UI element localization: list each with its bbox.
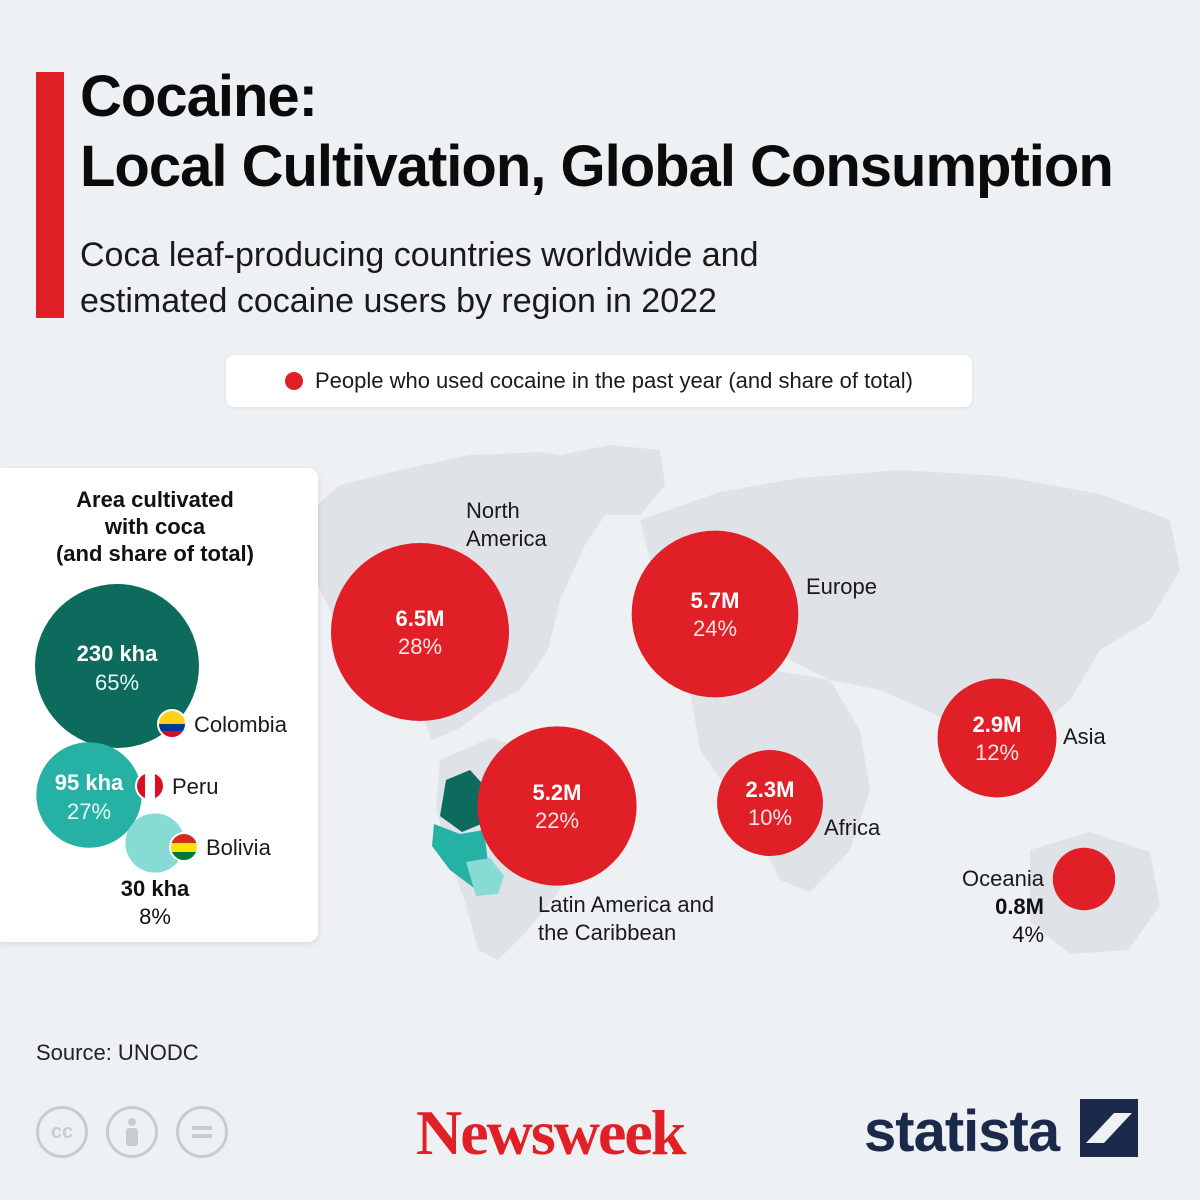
region-label-oceania: Oceania <box>962 866 1045 891</box>
statista-wordmark: statista <box>864 1099 1060 1164</box>
cc-icon: cc <box>36 1106 88 1158</box>
bubble-asia <box>937 678 1057 798</box>
coca-panel: Area cultivated with coca (and share of … <box>0 468 318 942</box>
title-line-2: Local Cultivation, Global Consumption <box>80 134 1114 199</box>
coca-share-peru: 27% <box>67 799 111 824</box>
title-line-1: Cocaine: <box>80 64 318 129</box>
region-label-latin-america-and-the-caribbean: Latin America and <box>538 892 714 917</box>
bubble-north-america <box>331 543 509 721</box>
coca-countries <box>432 770 504 896</box>
world-map: 6.5M 28% North America 5.7M 24% Europe 5.2M 22% L… <box>300 445 1180 960</box>
coca-bubble-peru <box>36 742 142 848</box>
coca-value-peru: 95 kha <box>55 770 124 795</box>
flag-peru-icon <box>135 771 165 801</box>
country-label-bolivia: Bolivia <box>206 835 272 860</box>
statista-mark-icon <box>1080 1099 1139 1157</box>
bubble-value-asia: 2.9M <box>973 712 1022 737</box>
bubble-value-north-america: 6.5M <box>396 606 445 631</box>
bubble-share-europe: 24% <box>693 616 737 641</box>
bubble-value-europe: 5.7M <box>691 588 740 613</box>
flag-bolivia-icon <box>169 832 199 862</box>
region-label-north-america: America <box>466 526 547 551</box>
accent-bar <box>36 72 64 318</box>
map-bolivia <box>466 858 504 896</box>
country-label-colombia: Colombia <box>194 712 288 737</box>
source-note: Source: UNODC <box>36 1040 199 1065</box>
legend-label: People who used cocaine in the past year… <box>314 368 914 393</box>
continent-greenland <box>560 445 665 515</box>
region-label-asia: Asia <box>1063 724 1107 749</box>
user-bubbles: 6.5M 28% North America 5.7M 24% Europe 5.2M 22% L… <box>331 498 1116 947</box>
map-colombia <box>440 770 488 832</box>
bubble-share-latin-america-and-the-caribbean: 22% <box>535 808 579 833</box>
cc-license: cc <box>36 1106 228 1158</box>
region-label-europe: Europe <box>806 574 877 599</box>
region-label-africa: Africa <box>824 815 881 840</box>
bubble-value-oceania: 0.8M <box>995 894 1044 919</box>
coca-share-colombia: 65% <box>95 670 139 695</box>
no-derivatives-icon <box>176 1106 228 1158</box>
panel-title: Area cultivated with coca (and share of … <box>55 487 254 566</box>
coca-bubble-bolivia <box>125 813 185 873</box>
region-label-latin-america-and-the-caribbean: the Caribbean <box>538 920 676 945</box>
bubble-share-oceania: 4% <box>1012 922 1044 947</box>
statista-logo: statista <box>864 1098 1139 1165</box>
bubble-europe <box>631 530 799 698</box>
bubble-oceania <box>1052 847 1116 911</box>
coca-bubbles: 230 kha 65% Colombia 95 kha 27% Peru 30 kha 8% B… <box>35 584 288 929</box>
bubble-share-africa: 10% <box>748 805 792 830</box>
bubble-share-north-america: 28% <box>398 634 442 659</box>
page-title: Cocaine: Local Cultivation, Global Consu… <box>80 62 1114 202</box>
bubble-africa <box>717 750 823 856</box>
coca-value-colombia: 230 kha <box>77 641 158 666</box>
page-subtitle: Coca leaf-producing countries worldwide … <box>80 236 759 320</box>
newsweek-logo: Newsweek <box>416 1097 686 1168</box>
country-label-peru: Peru <box>172 774 218 799</box>
bubble-share-asia: 12% <box>975 740 1019 765</box>
region-label-north-america: North <box>466 498 520 523</box>
coca-bubble-colombia <box>35 584 199 748</box>
continent-eurasia <box>640 470 1180 740</box>
bubble-latin-america-and-the-caribbean <box>477 726 637 886</box>
attribution-icon <box>106 1106 158 1158</box>
legend-red-dot <box>284 372 303 390</box>
bubble-value-latin-america-and-the-caribbean: 5.2M <box>533 780 582 805</box>
bubble-value-africa: 2.3M <box>746 777 795 802</box>
legend: People who used cocaine in the past year… <box>226 355 972 407</box>
coca-share-bolivia: 8% <box>139 904 171 929</box>
coca-value-bolivia: 30 kha <box>121 876 190 901</box>
flag-colombia-icon <box>157 709 187 739</box>
